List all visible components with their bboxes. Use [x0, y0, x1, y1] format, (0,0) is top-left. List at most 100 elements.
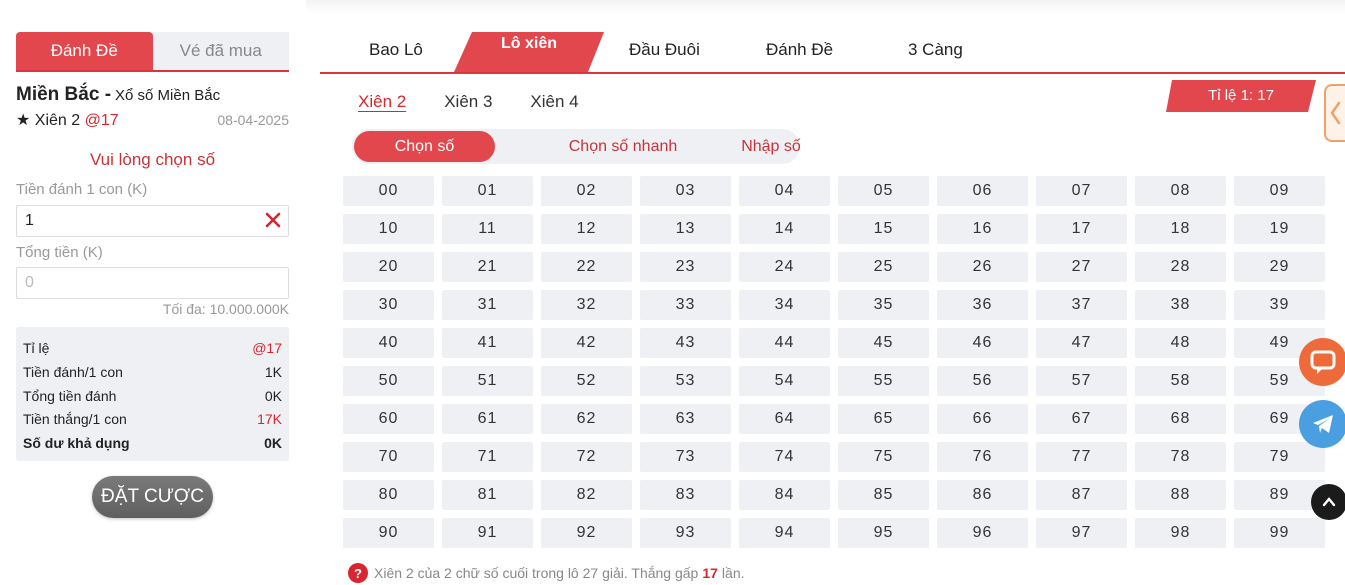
- number-cell[interactable]: 82: [541, 480, 632, 510]
- number-cell[interactable]: 72: [541, 442, 632, 472]
- number-cell[interactable]: 02: [541, 176, 632, 206]
- number-cell[interactable]: 31: [442, 290, 533, 320]
- number-cell[interactable]: 44: [739, 328, 830, 358]
- number-cell[interactable]: 54: [739, 366, 830, 396]
- number-cell[interactable]: 93: [640, 518, 731, 548]
- number-cell[interactable]: 00: [343, 176, 434, 206]
- number-cell[interactable]: 62: [541, 404, 632, 434]
- mode-chon-so-nhanh[interactable]: Chọn số nhanh: [568, 138, 678, 155]
- mode-chon-so[interactable]: Chọn số: [354, 131, 495, 162]
- scroll-top-button[interactable]: [1311, 484, 1345, 520]
- number-cell[interactable]: 97: [1036, 518, 1127, 548]
- number-cell[interactable]: 09: [1234, 176, 1325, 206]
- number-cell[interactable]: 98: [1135, 518, 1226, 548]
- number-cell[interactable]: 81: [442, 480, 533, 510]
- number-cell[interactable]: 43: [640, 328, 731, 358]
- number-cell[interactable]: 50: [343, 366, 434, 396]
- live-chat-button[interactable]: [1299, 338, 1345, 386]
- number-cell[interactable]: 68: [1135, 404, 1226, 434]
- tab-danh-de[interactable]: Đánh Đề: [16, 32, 153, 70]
- number-cell[interactable]: 65: [838, 404, 929, 434]
- number-cell[interactable]: 20: [343, 252, 434, 282]
- number-cell[interactable]: 74: [739, 442, 830, 472]
- mode-nhap-so[interactable]: Nhập số: [741, 138, 801, 155]
- number-cell[interactable]: 40: [343, 328, 434, 358]
- number-cell[interactable]: 61: [442, 404, 533, 434]
- number-cell[interactable]: 26: [937, 252, 1028, 282]
- sub-tab-xien-3[interactable]: Xiên 3: [444, 92, 493, 111]
- telegram-button[interactable]: [1299, 400, 1345, 448]
- number-cell[interactable]: 80: [343, 480, 434, 510]
- number-cell[interactable]: 60: [343, 404, 434, 434]
- number-cell[interactable]: 99: [1234, 518, 1325, 548]
- number-cell[interactable]: 16: [937, 214, 1028, 244]
- number-cell[interactable]: 10: [343, 214, 434, 244]
- stake-input[interactable]: [16, 205, 289, 237]
- number-cell[interactable]: 41: [442, 328, 533, 358]
- number-cell[interactable]: 36: [937, 290, 1028, 320]
- number-cell[interactable]: 06: [937, 176, 1028, 206]
- number-cell[interactable]: 03: [640, 176, 731, 206]
- number-cell[interactable]: 38: [1135, 290, 1226, 320]
- number-cell[interactable]: 89: [1234, 480, 1325, 510]
- number-cell[interactable]: 08: [1135, 176, 1226, 206]
- number-cell[interactable]: 21: [442, 252, 533, 282]
- number-cell[interactable]: 96: [937, 518, 1028, 548]
- number-cell[interactable]: 25: [838, 252, 929, 282]
- number-cell[interactable]: 94: [739, 518, 830, 548]
- number-cell[interactable]: 46: [937, 328, 1028, 358]
- number-cell[interactable]: 17: [1036, 214, 1127, 244]
- sub-tab-xien-4[interactable]: Xiên 4: [530, 92, 579, 111]
- number-cell[interactable]: 29: [1234, 252, 1325, 282]
- number-cell[interactable]: 45: [838, 328, 929, 358]
- number-cell[interactable]: 05: [838, 176, 929, 206]
- number-cell[interactable]: 28: [1135, 252, 1226, 282]
- number-cell[interactable]: 87: [1036, 480, 1127, 510]
- total-input[interactable]: [16, 267, 289, 299]
- number-cell[interactable]: 86: [937, 480, 1028, 510]
- clear-x-icon[interactable]: [263, 210, 283, 230]
- number-cell[interactable]: 42: [541, 328, 632, 358]
- number-cell[interactable]: 24: [739, 252, 830, 282]
- number-cell[interactable]: 39: [1234, 290, 1325, 320]
- number-cell[interactable]: 22: [541, 252, 632, 282]
- number-cell[interactable]: 01: [442, 176, 533, 206]
- number-cell[interactable]: 13: [640, 214, 731, 244]
- place-bet-button[interactable]: ĐẶT CƯỢC: [92, 476, 213, 518]
- number-cell[interactable]: 73: [640, 442, 731, 472]
- number-cell[interactable]: 71: [442, 442, 533, 472]
- number-cell[interactable]: 35: [838, 290, 929, 320]
- number-cell[interactable]: 92: [541, 518, 632, 548]
- number-cell[interactable]: 52: [541, 366, 632, 396]
- number-cell[interactable]: 57: [1036, 366, 1127, 396]
- number-cell[interactable]: 48: [1135, 328, 1226, 358]
- number-cell[interactable]: 37: [1036, 290, 1127, 320]
- number-cell[interactable]: 47: [1036, 328, 1127, 358]
- number-cell[interactable]: 18: [1135, 214, 1226, 244]
- number-cell[interactable]: 91: [442, 518, 533, 548]
- number-cell[interactable]: 84: [739, 480, 830, 510]
- number-cell[interactable]: 83: [640, 480, 731, 510]
- game-tab-dau-duoi[interactable]: Đầu Đuôi: [629, 40, 700, 59]
- number-cell[interactable]: 14: [739, 214, 830, 244]
- number-cell[interactable]: 75: [838, 442, 929, 472]
- tab-ve-da-mua[interactable]: Vé đã mua: [152, 32, 289, 70]
- number-cell[interactable]: 04: [739, 176, 830, 206]
- game-tab-danh-de[interactable]: Đánh Đề: [766, 40, 834, 59]
- number-cell[interactable]: 88: [1135, 480, 1226, 510]
- number-cell[interactable]: 77: [1036, 442, 1127, 472]
- number-cell[interactable]: 56: [937, 366, 1028, 396]
- number-cell[interactable]: 58: [1135, 366, 1226, 396]
- game-tab-3-cang[interactable]: 3 Càng: [908, 40, 963, 59]
- number-cell[interactable]: 23: [640, 252, 731, 282]
- number-cell[interactable]: 78: [1135, 442, 1226, 472]
- number-cell[interactable]: 32: [541, 290, 632, 320]
- number-cell[interactable]: 34: [739, 290, 830, 320]
- number-cell[interactable]: 33: [640, 290, 731, 320]
- number-cell[interactable]: 76: [937, 442, 1028, 472]
- number-cell[interactable]: 85: [838, 480, 929, 510]
- number-cell[interactable]: 53: [640, 366, 731, 396]
- number-cell[interactable]: 07: [1036, 176, 1127, 206]
- number-cell[interactable]: 55: [838, 366, 929, 396]
- number-cell[interactable]: 67: [1036, 404, 1127, 434]
